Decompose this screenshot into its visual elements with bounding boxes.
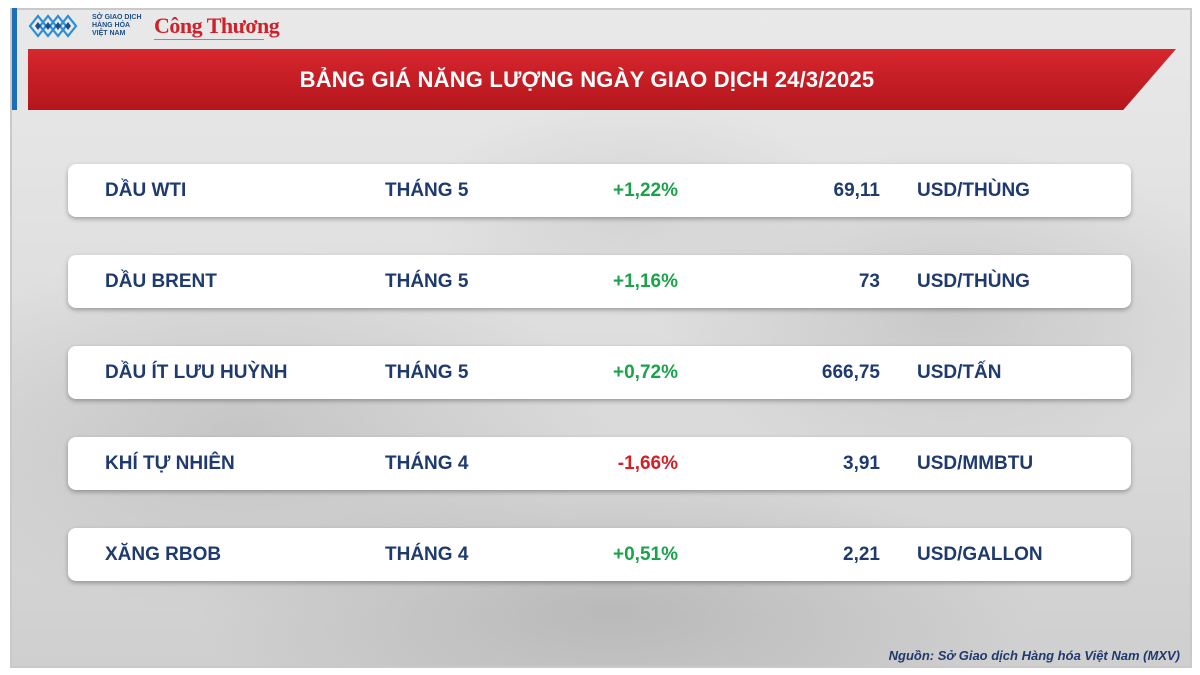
- price-change: +0,72%: [613, 362, 678, 383]
- price-value: 2,21: [843, 544, 880, 565]
- commodity-name: DẦU BRENT: [105, 271, 217, 292]
- price-value: 666,75: [821, 362, 880, 383]
- brand-logo: Công Thương: [154, 13, 280, 40]
- price-value: 69,11: [833, 180, 881, 201]
- contract-month: THÁNG 4: [385, 544, 469, 565]
- mxv-logo-text: SỞ GIAO DỊCH HÀNG HÓA VIỆT NAM: [92, 14, 142, 37]
- table-row: DẦU WTI THÁNG 5 +1,22% 69,11 USD/THÙNG: [68, 164, 1131, 217]
- price-change: +1,16%: [613, 271, 678, 292]
- price-unit: USD/THÙNG: [917, 271, 1030, 292]
- mxv-logo-icon: [28, 14, 78, 38]
- price-unit: USD/MMBTU: [917, 453, 1034, 474]
- table-row: DẦU BRENT THÁNG 5 +1,16% 73 USD/THÙNG: [68, 255, 1131, 308]
- accent-bar: [12, 8, 17, 110]
- title-banner: BẢNG GIÁ NĂNG LƯỢNG NGÀY GIAO DỊCH 24/3/…: [28, 49, 1176, 110]
- price-value: 3,91: [843, 453, 880, 474]
- commodity-name: DẦU WTI: [105, 180, 187, 201]
- price-unit: USD/THÙNG: [917, 180, 1030, 201]
- logo-area: SỞ GIAO DỊCH HÀNG HÓA VIỆT NAM Công Thươ…: [28, 8, 280, 44]
- price-change: +1,22%: [613, 180, 678, 201]
- commodity-name: DẦU ÍT LƯU HUỲNH: [105, 362, 288, 383]
- page-title: BẢNG GIÁ NĂNG LƯỢNG NGÀY GIAO DỊCH 24/3/…: [299, 66, 875, 92]
- commodity-name: KHÍ TỰ NHIÊN: [105, 453, 235, 474]
- contract-month: THÁNG 5: [385, 362, 469, 383]
- contract-month: THÁNG 5: [385, 271, 469, 292]
- contract-month: THÁNG 4: [385, 453, 469, 474]
- price-change: +0,51%: [613, 544, 678, 565]
- table-row: XĂNG RBOB THÁNG 4 +0,51% 2,21 USD/GALLON: [68, 528, 1131, 581]
- table-row: KHÍ TỰ NHIÊN THÁNG 4 -1,66% 3,91 USD/MMB…: [68, 437, 1131, 490]
- price-unit: USD/TẤN: [917, 362, 1002, 383]
- contract-month: THÁNG 5: [385, 180, 469, 201]
- commodity-name: XĂNG RBOB: [105, 544, 222, 565]
- table-row: DẦU ÍT LƯU HUỲNH THÁNG 5 +0,72% 666,75 U…: [68, 346, 1131, 399]
- price-change: -1,66%: [617, 453, 678, 474]
- price-value: 73: [858, 271, 880, 292]
- source-note: Nguồn: Sở Giao dịch Hàng hóa Việt Nam (M…: [888, 648, 1180, 663]
- price-unit: USD/GALLON: [917, 544, 1043, 565]
